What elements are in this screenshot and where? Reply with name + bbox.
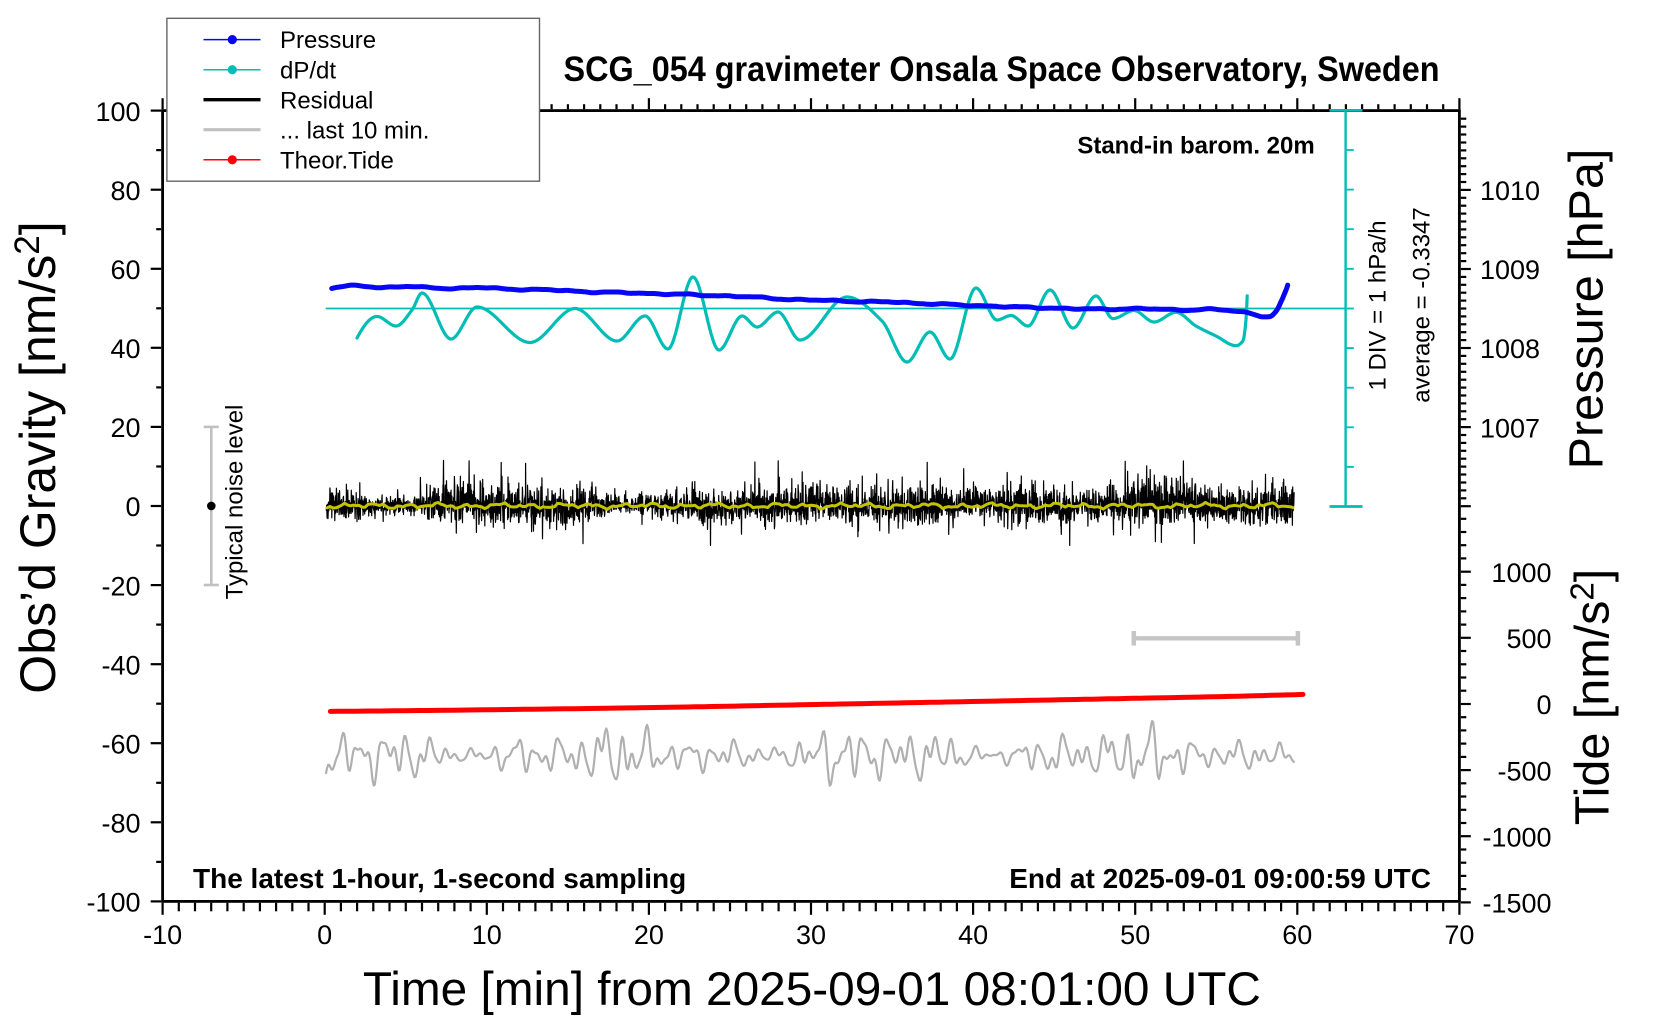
svg-text:40: 40: [958, 920, 988, 950]
svg-text:20: 20: [634, 920, 664, 950]
svg-text:Typical noise level: Typical noise level: [222, 405, 249, 600]
svg-text:... last 10 min.: ... last 10 min.: [280, 117, 429, 144]
svg-text:20: 20: [110, 413, 140, 443]
svg-text:End at 2025-09-01 09:00:59 UTC: End at 2025-09-01 09:00:59 UTC: [1009, 863, 1431, 894]
svg-text:70: 70: [1444, 920, 1474, 950]
svg-text:100: 100: [95, 97, 140, 127]
svg-text:-10: -10: [143, 920, 182, 950]
svg-text:60: 60: [1282, 920, 1312, 950]
svg-text:-60: -60: [101, 729, 140, 759]
svg-text:50: 50: [1120, 920, 1150, 950]
svg-text:Tide [nm/s2]: Tide [nm/s2]: [1564, 569, 1620, 825]
svg-text:-1000: -1000: [1482, 822, 1551, 852]
svg-text:-1500: -1500: [1482, 889, 1551, 919]
svg-text:0: 0: [125, 492, 140, 522]
svg-text:60: 60: [110, 255, 140, 285]
svg-text:Stand-in barom. 20m: Stand-in barom. 20m: [1077, 132, 1314, 159]
svg-text:Time [min] from 2025-09-01 08:: Time [min] from 2025-09-01 08:01:00 UTC: [363, 963, 1261, 1016]
svg-text:80: 80: [110, 176, 140, 206]
svg-text:1009: 1009: [1480, 255, 1540, 285]
svg-text:Theor.Tide: Theor.Tide: [280, 147, 394, 174]
svg-text:500: 500: [1506, 624, 1551, 654]
svg-text:40: 40: [110, 334, 140, 364]
svg-text:average = -0.3347: average = -0.3347: [1409, 207, 1436, 402]
svg-text:1010: 1010: [1480, 176, 1540, 206]
svg-text:-500: -500: [1497, 756, 1551, 786]
svg-text:Pressure: Pressure: [280, 27, 376, 54]
svg-text:Residual: Residual: [280, 87, 373, 114]
svg-text:10: 10: [472, 920, 502, 950]
svg-text:1000: 1000: [1491, 558, 1551, 588]
svg-text:-100: -100: [86, 888, 140, 918]
svg-text:0: 0: [1536, 690, 1551, 720]
svg-text:30: 30: [796, 920, 826, 950]
svg-text:-40: -40: [101, 650, 140, 680]
svg-text:1 DIV = 1 hPa/h: 1 DIV = 1 hPa/h: [1365, 220, 1392, 390]
svg-text:Pressure [hPa]: Pressure [hPa]: [1560, 149, 1614, 470]
svg-text:SCG_054 gravimeter Onsala Spac: SCG_054 gravimeter Onsala Space Observat…: [564, 50, 1440, 89]
svg-text:0: 0: [317, 920, 332, 950]
svg-text:1008: 1008: [1480, 334, 1540, 364]
svg-text:-80: -80: [101, 809, 140, 839]
svg-text:-20: -20: [101, 571, 140, 601]
svg-text:dP/dt: dP/dt: [280, 57, 336, 84]
svg-text:The latest 1-hour, 1-second sa: The latest 1-hour, 1-second sampling: [193, 863, 686, 894]
svg-text:1007: 1007: [1480, 413, 1540, 443]
svg-text:Obs’d Gravity [nm/s2]: Obs’d Gravity [nm/s2]: [8, 221, 66, 693]
